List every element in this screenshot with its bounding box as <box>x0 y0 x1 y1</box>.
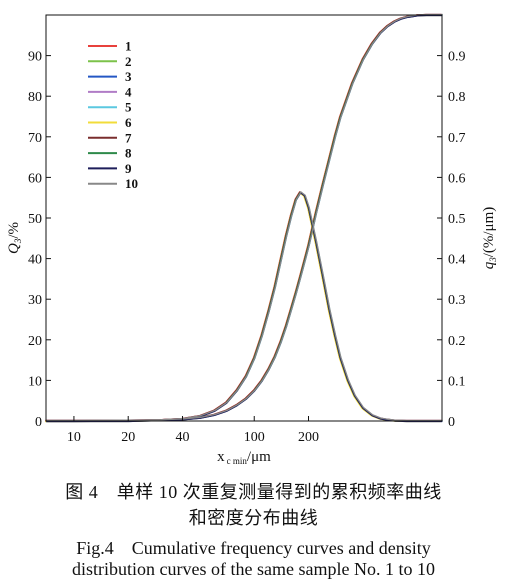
density-line-7 <box>45 191 442 422</box>
left-tick-label-50: 50 <box>28 212 42 227</box>
density-line-10 <box>46 191 443 422</box>
density-line-2 <box>45 191 442 422</box>
legend-label-2: 2 <box>125 54 132 69</box>
x-tick-label-200: 200 <box>298 430 319 445</box>
legend-label-6: 6 <box>125 115 132 130</box>
right-label-sub: 3 <box>488 257 498 263</box>
left-label-sub: 3 <box>13 238 23 244</box>
right-tick-label-0.9: 0.9 <box>448 50 466 65</box>
left-tick-label-60: 60 <box>28 171 42 186</box>
right-tick-label-0.4: 0.4 <box>448 253 466 268</box>
left-tick-label-0: 0 <box>35 415 42 430</box>
x-tick-label-20: 20 <box>121 430 135 445</box>
right-label-main: q <box>481 261 497 269</box>
x-label-unit: /μm <box>247 449 271 465</box>
left-y-axis: 0 10 20 30 40 50 60 70 80 90 <box>28 50 51 430</box>
legend-label-9: 9 <box>125 161 132 176</box>
x-label-sub: c min <box>227 456 248 466</box>
x-tick-label-10: 10 <box>67 430 81 445</box>
legend-label-4: 4 <box>125 84 132 99</box>
x-tick-label-100: 100 <box>244 430 265 445</box>
left-label-unit: /% <box>6 222 22 239</box>
legend-label-7: 7 <box>125 130 132 145</box>
legend-label-1: 1 <box>125 39 132 54</box>
left-tick-label-80: 80 <box>28 90 42 105</box>
cumulative-line-1 <box>45 13 442 422</box>
legend-label-5: 5 <box>125 100 132 115</box>
left-tick-label-90: 90 <box>28 50 42 65</box>
right-tick-label-0.8: 0.8 <box>448 90 466 105</box>
caption-cn-line2: 和密度分布曲线 <box>188 508 319 528</box>
right-tick-label-0.1: 0.1 <box>448 374 466 389</box>
legend-label-3: 3 <box>125 69 132 84</box>
chart: 10 20 40 100 200 0 10 20 30 40 50 60 70 80 90 0 0.1 0.2… <box>6 13 498 466</box>
density-line-6 <box>45 192 442 423</box>
density-line-8 <box>46 191 442 422</box>
legend-label-10: 10 <box>125 176 138 191</box>
right-y-axis-label: q3/(%/μm) <box>481 207 498 270</box>
right-tick-label-0.5: 0.5 <box>448 212 466 227</box>
left-y-axis-label: Q3/% <box>6 222 23 254</box>
left-tick-label-20: 20 <box>28 334 42 349</box>
x-tick-label-40: 40 <box>175 430 189 445</box>
x-label-main: x <box>217 449 225 465</box>
right-label-unit: /(%/μm) <box>481 207 497 258</box>
density-line-9 <box>46 192 443 423</box>
right-tick-label-0.3: 0.3 <box>448 293 466 308</box>
legend-label-8: 8 <box>125 146 132 161</box>
left-tick-label-30: 30 <box>28 293 42 308</box>
density-line-1 <box>45 191 442 422</box>
right-tick-label-0: 0 <box>448 415 455 430</box>
density-line-5 <box>46 191 443 422</box>
cumulative-line-7 <box>45 13 442 422</box>
left-tick-label-40: 40 <box>28 253 42 268</box>
caption-cn-line1: 图 4 单样 10 次重复测量得到的累积频率曲线 <box>65 482 442 502</box>
right-tick-label-0.6: 0.6 <box>448 171 466 186</box>
cumulative-line-10 <box>46 13 443 422</box>
right-tick-label-0.2: 0.2 <box>448 334 466 349</box>
density-line-3 <box>46 192 442 423</box>
left-tick-label-10: 10 <box>28 374 42 389</box>
caption-en-line1: Fig.4 Cumulative frequency curves and de… <box>76 538 431 558</box>
data-lines <box>45 13 443 423</box>
left-tick-label-70: 70 <box>28 131 42 146</box>
right-tick-label-0.7: 0.7 <box>448 131 466 146</box>
cumulative-line-4 <box>46 13 443 422</box>
x-axis: 10 20 40 100 200 <box>67 416 319 445</box>
right-y-axis: 0 0.1 0.2 0.3 0.4 0.5 0.6 0.7 0.8 0.9 <box>437 50 466 430</box>
left-label-main: Q <box>6 243 22 254</box>
density-line-4 <box>46 191 443 422</box>
caption-en-line2: distribution curves of the same sample N… <box>72 559 435 579</box>
